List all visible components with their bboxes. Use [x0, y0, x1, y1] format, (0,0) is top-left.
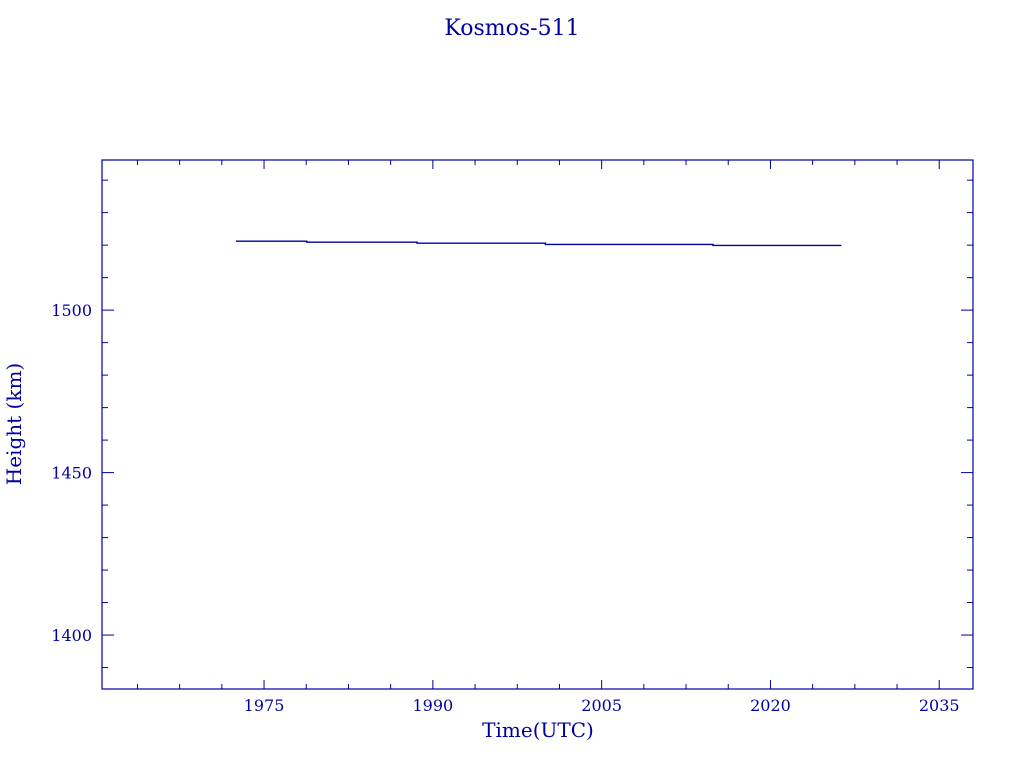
x-tick-label: 1975: [244, 696, 285, 715]
x-tick-label: 1990: [412, 696, 453, 715]
y-tick-label: 1500: [51, 301, 92, 320]
y-tick-label: 1400: [51, 626, 92, 645]
x-axis-label: Time(UTC): [482, 718, 594, 742]
x-tick-label: 2035: [919, 696, 960, 715]
chart-title: Kosmos-511: [444, 16, 580, 41]
y-tick-label: 1450: [51, 464, 92, 483]
series-line: [235, 240, 842, 247]
plot-frame: [101, 159, 974, 690]
x-tick-label: 2020: [750, 696, 791, 715]
x-tick-label: 2005: [581, 696, 622, 715]
